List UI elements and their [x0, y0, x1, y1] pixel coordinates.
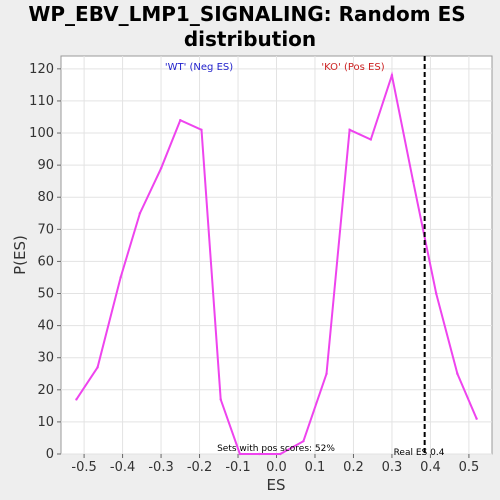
- series-point: [475, 417, 478, 420]
- series-point: [369, 138, 372, 141]
- x-axis-label: ES: [267, 476, 286, 494]
- series-point: [325, 372, 328, 375]
- series-point: [238, 452, 242, 456]
- x-tick-label: -0.3: [148, 460, 173, 475]
- y-tick-label: 70: [37, 222, 54, 237]
- y-tick-label: 100: [29, 126, 54, 141]
- real-es-label: Real ES 0.4: [394, 448, 445, 458]
- series-line: [75, 71, 478, 455]
- series-point: [75, 398, 78, 401]
- y-tick-label: 50: [37, 287, 54, 302]
- series-point: [219, 398, 222, 401]
- series-point: [138, 212, 142, 215]
- x-tick-label: -0.2: [187, 460, 212, 475]
- y-tick-label: 10: [37, 415, 54, 430]
- x-tick-label: -0.4: [110, 460, 135, 475]
- x-axis-ticks: -0.5 -0.4 -0.3 -0.2 -0.1 0.0 0.1 0.2 0.3 0.4 0.5: [71, 454, 479, 475]
- chart-title-line-1: WP_EBV_LMP1_SIGNALING: Random ES: [28, 2, 465, 26]
- series-point: [257, 452, 261, 456]
- series-point: [179, 118, 182, 122]
- series-point: [348, 128, 351, 132]
- series-point: [302, 439, 305, 443]
- y-tick-label: 60: [37, 254, 54, 269]
- x-tick-label: 0.2: [343, 460, 364, 475]
- y-tick-label: 30: [37, 351, 54, 366]
- x-tick-label: 0.1: [305, 460, 326, 475]
- grid-lines: [61, 56, 492, 455]
- y-tick-label: 0: [46, 447, 54, 462]
- series-point: [200, 128, 203, 132]
- series-point: [411, 179, 415, 183]
- series-point: [435, 292, 438, 295]
- y-tick-label: 90: [37, 158, 54, 173]
- series-point: [279, 452, 282, 456]
- series-point: [119, 276, 122, 279]
- y-tick-label: 20: [37, 383, 54, 398]
- pos-scores-note: Sets with pos scores: 52%: [217, 444, 335, 454]
- y-tick-label: 80: [37, 190, 54, 205]
- x-tick-label: 0.4: [420, 460, 441, 475]
- pos-es-label: 'KO' (Pos ES): [321, 62, 384, 73]
- series-point: [390, 74, 394, 77]
- neg-es-label: 'WT' (Neg ES): [165, 62, 233, 73]
- x-tick-label: 0.5: [459, 460, 480, 475]
- y-tick-label: 120: [29, 62, 54, 77]
- y-axis-ticks: 0 10 20 30 40 50 60 70 80 90 100 110 120: [29, 62, 61, 462]
- y-tick-label: 40: [37, 319, 54, 334]
- series-point: [456, 372, 459, 375]
- x-tick-label: 0.0: [266, 460, 287, 475]
- y-tick-label: 110: [29, 94, 54, 109]
- x-tick-label: 0.3: [382, 460, 403, 475]
- y-axis-label: P(ES): [11, 235, 29, 275]
- x-tick-label: -0.1: [225, 460, 250, 475]
- x-tick-label: -0.5: [71, 460, 96, 475]
- series-point: [159, 167, 163, 170]
- series-point: [96, 366, 99, 369]
- chart-title-line-2: distribution: [184, 27, 316, 51]
- series-points: [75, 74, 478, 456]
